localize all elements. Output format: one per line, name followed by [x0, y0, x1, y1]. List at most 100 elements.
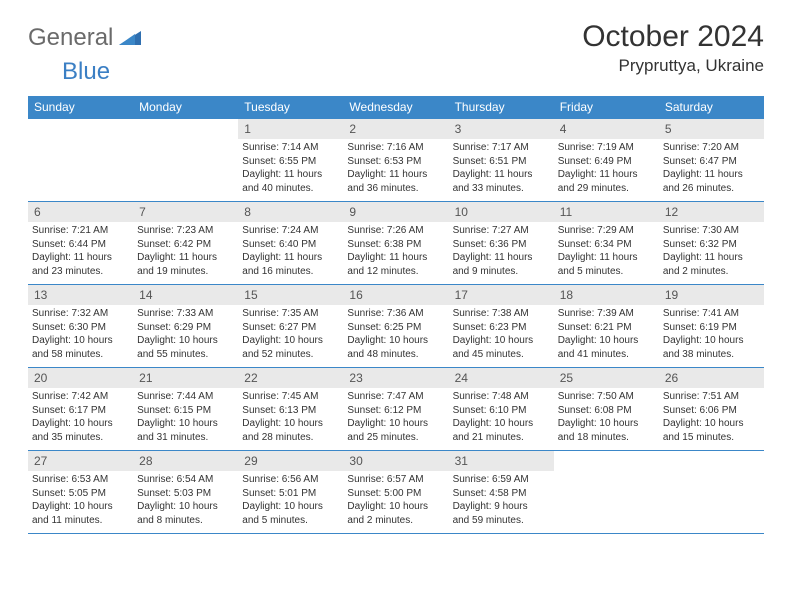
day-line: Sunset: 6:53 PM	[347, 155, 444, 169]
day-line: Sunset: 6:13 PM	[242, 404, 339, 418]
day-cell: 19Sunrise: 7:41 AMSunset: 6:19 PMDayligh…	[659, 285, 764, 367]
day-line: Sunset: 6:15 PM	[137, 404, 234, 418]
day-details: Sunrise: 6:53 AMSunset: 5:05 PMDaylight:…	[28, 471, 133, 529]
day-number: 20	[28, 368, 133, 388]
day-line: and 35 minutes.	[32, 431, 129, 445]
day-line: Sunset: 6:08 PM	[558, 404, 655, 418]
weekday-saturday: Saturday	[659, 96, 764, 118]
day-line: Daylight: 10 hours	[347, 500, 444, 514]
day-cell: 13Sunrise: 7:32 AMSunset: 6:30 PMDayligh…	[28, 285, 133, 367]
day-line: Sunset: 6:38 PM	[347, 238, 444, 252]
day-line: and 45 minutes.	[453, 348, 550, 362]
day-line: and 2 minutes.	[663, 265, 760, 279]
day-details: Sunrise: 7:51 AMSunset: 6:06 PMDaylight:…	[659, 388, 764, 446]
day-cell: 31Sunrise: 6:59 AMSunset: 4:58 PMDayligh…	[449, 451, 554, 533]
day-line: Sunset: 6:12 PM	[347, 404, 444, 418]
day-line: Sunrise: 7:47 AM	[347, 390, 444, 404]
day-cell: 18Sunrise: 7:39 AMSunset: 6:21 PMDayligh…	[554, 285, 659, 367]
day-line: and 23 minutes.	[32, 265, 129, 279]
day-details: Sunrise: 7:44 AMSunset: 6:15 PMDaylight:…	[133, 388, 238, 446]
day-details	[554, 471, 659, 475]
day-line: and 52 minutes.	[242, 348, 339, 362]
day-details: Sunrise: 7:41 AMSunset: 6:19 PMDaylight:…	[659, 305, 764, 363]
weekday-monday: Monday	[133, 96, 238, 118]
day-line: Sunrise: 7:35 AM	[242, 307, 339, 321]
day-line: Sunrise: 6:56 AM	[242, 473, 339, 487]
day-line: and 38 minutes.	[663, 348, 760, 362]
day-line: Daylight: 11 hours	[347, 251, 444, 265]
day-number: 6	[28, 202, 133, 222]
day-line: Sunrise: 7:14 AM	[242, 141, 339, 155]
day-cell: 26Sunrise: 7:51 AMSunset: 6:06 PMDayligh…	[659, 368, 764, 450]
day-cell: 8Sunrise: 7:24 AMSunset: 6:40 PMDaylight…	[238, 202, 343, 284]
day-cell: 1Sunrise: 7:14 AMSunset: 6:55 PMDaylight…	[238, 119, 343, 201]
day-number: 22	[238, 368, 343, 388]
day-number: 17	[449, 285, 554, 305]
day-line: Sunrise: 7:41 AM	[663, 307, 760, 321]
day-line: Sunrise: 7:30 AM	[663, 224, 760, 238]
day-cell: .	[28, 119, 133, 201]
day-cell: .	[659, 451, 764, 533]
day-line: Sunset: 6:36 PM	[453, 238, 550, 252]
day-cell: 28Sunrise: 6:54 AMSunset: 5:03 PMDayligh…	[133, 451, 238, 533]
day-line: Sunrise: 7:39 AM	[558, 307, 655, 321]
brand-logo: General	[28, 26, 143, 50]
day-line: and 2 minutes.	[347, 514, 444, 528]
day-line: Sunset: 6:49 PM	[558, 155, 655, 169]
day-line: and 36 minutes.	[347, 182, 444, 196]
day-line: Sunrise: 6:59 AM	[453, 473, 550, 487]
day-details	[133, 139, 238, 143]
day-line: Daylight: 11 hours	[663, 168, 760, 182]
day-line: Daylight: 10 hours	[32, 334, 129, 348]
week-row: 27Sunrise: 6:53 AMSunset: 5:05 PMDayligh…	[28, 450, 764, 534]
day-line: Sunset: 6:32 PM	[663, 238, 760, 252]
day-line: and 58 minutes.	[32, 348, 129, 362]
day-number: 11	[554, 202, 659, 222]
day-line: Daylight: 10 hours	[558, 334, 655, 348]
day-line: and 5 minutes.	[242, 514, 339, 528]
week-row: 13Sunrise: 7:32 AMSunset: 6:30 PMDayligh…	[28, 284, 764, 367]
day-line: Daylight: 10 hours	[242, 500, 339, 514]
day-line: Sunrise: 7:51 AM	[663, 390, 760, 404]
day-cell: 11Sunrise: 7:29 AMSunset: 6:34 PMDayligh…	[554, 202, 659, 284]
day-details: Sunrise: 7:29 AMSunset: 6:34 PMDaylight:…	[554, 222, 659, 280]
day-line: Sunrise: 7:36 AM	[347, 307, 444, 321]
day-number: 8	[238, 202, 343, 222]
day-line: Sunset: 6:17 PM	[32, 404, 129, 418]
day-line: Daylight: 11 hours	[558, 251, 655, 265]
day-details: Sunrise: 6:57 AMSunset: 5:00 PMDaylight:…	[343, 471, 448, 529]
day-line: Sunrise: 7:45 AM	[242, 390, 339, 404]
day-number: 5	[659, 119, 764, 139]
day-line: and 41 minutes.	[558, 348, 655, 362]
day-number: 2	[343, 119, 448, 139]
day-line: Sunrise: 6:53 AM	[32, 473, 129, 487]
day-line: Daylight: 10 hours	[453, 334, 550, 348]
day-details: Sunrise: 7:26 AMSunset: 6:38 PMDaylight:…	[343, 222, 448, 280]
day-cell: 24Sunrise: 7:48 AMSunset: 6:10 PMDayligh…	[449, 368, 554, 450]
day-line: Sunset: 6:51 PM	[453, 155, 550, 169]
day-cell: 20Sunrise: 7:42 AMSunset: 6:17 PMDayligh…	[28, 368, 133, 450]
day-line: Sunrise: 7:19 AM	[558, 141, 655, 155]
day-line: Daylight: 11 hours	[32, 251, 129, 265]
weekday-sunday: Sunday	[28, 96, 133, 118]
day-details: Sunrise: 7:24 AMSunset: 6:40 PMDaylight:…	[238, 222, 343, 280]
day-details: Sunrise: 7:38 AMSunset: 6:23 PMDaylight:…	[449, 305, 554, 363]
day-line: Sunrise: 7:42 AM	[32, 390, 129, 404]
day-number: 19	[659, 285, 764, 305]
day-line: Sunset: 6:30 PM	[32, 321, 129, 335]
day-number: 28	[133, 451, 238, 471]
weekday-thursday: Thursday	[449, 96, 554, 118]
day-cell: .	[133, 119, 238, 201]
day-details: Sunrise: 7:35 AMSunset: 6:27 PMDaylight:…	[238, 305, 343, 363]
day-cell: 9Sunrise: 7:26 AMSunset: 6:38 PMDaylight…	[343, 202, 448, 284]
day-line: Sunset: 6:34 PM	[558, 238, 655, 252]
day-line: Daylight: 10 hours	[453, 417, 550, 431]
day-number: 25	[554, 368, 659, 388]
day-line: Sunrise: 7:48 AM	[453, 390, 550, 404]
day-line: Daylight: 11 hours	[663, 251, 760, 265]
day-cell: 21Sunrise: 7:44 AMSunset: 6:15 PMDayligh…	[133, 368, 238, 450]
day-line: Daylight: 10 hours	[137, 417, 234, 431]
day-cell: 15Sunrise: 7:35 AMSunset: 6:27 PMDayligh…	[238, 285, 343, 367]
weekday-header-row: Sunday Monday Tuesday Wednesday Thursday…	[28, 96, 764, 118]
day-details: Sunrise: 6:56 AMSunset: 5:01 PMDaylight:…	[238, 471, 343, 529]
